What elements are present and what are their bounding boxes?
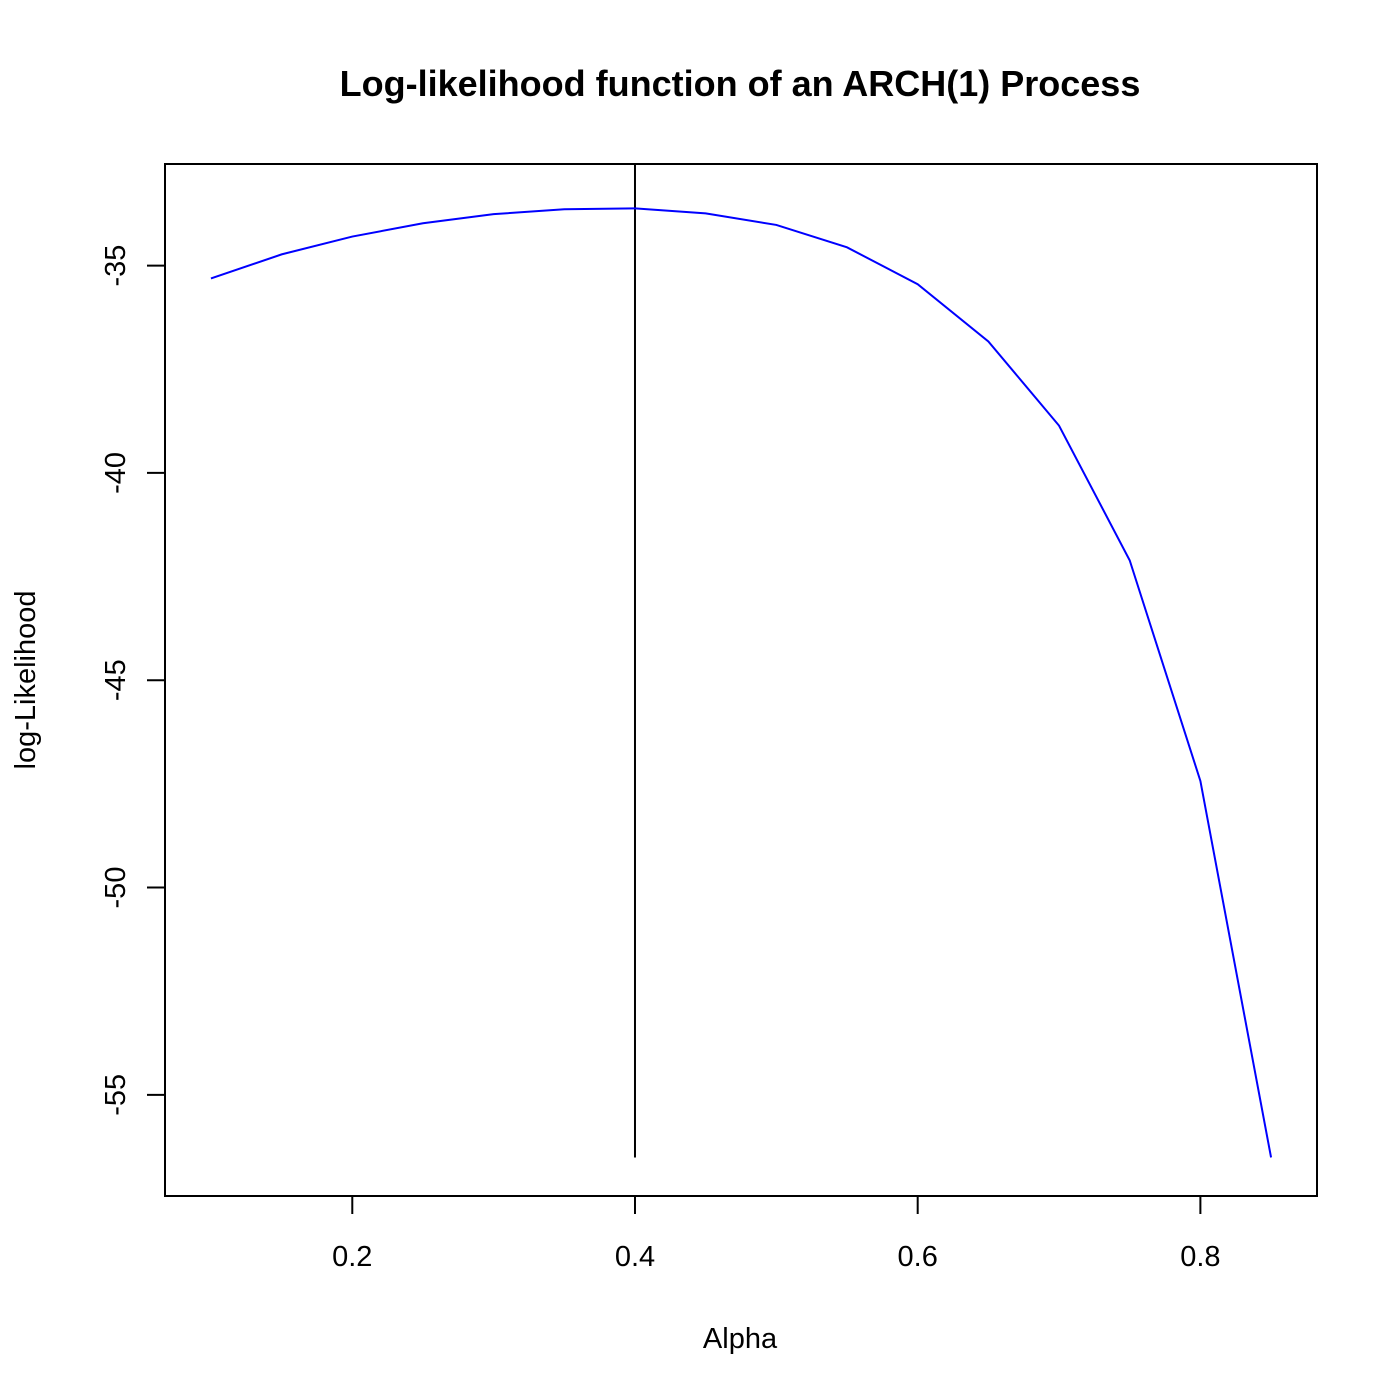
x-tick-label: 0.4 [615, 1241, 655, 1273]
x-axis-label: Alpha [703, 1323, 778, 1355]
y-tick-label: -40 [100, 452, 132, 494]
x-tick-label: 0.6 [898, 1241, 938, 1273]
chart-title: Log-likelihood function of an ARCH(1) Pr… [340, 63, 1141, 104]
plot-area [210, 164, 1273, 1158]
plot-frame [164, 163, 1318, 1197]
y-tick-label: -55 [100, 1074, 132, 1116]
y-tick-label: -35 [100, 245, 132, 287]
series-line-0 [210, 207, 1273, 1158]
x-tick-label: 0.8 [1180, 1241, 1220, 1273]
y-tick-label: -50 [100, 867, 132, 909]
x-tick-label: 0.2 [332, 1241, 372, 1273]
y-axis-label: log-Likelihood [10, 591, 42, 770]
y-tick-label: -45 [100, 659, 132, 701]
axes: 0.2 0.4 0.6 0.8 -35 -40 -45 -50 -55 [100, 245, 1221, 1273]
